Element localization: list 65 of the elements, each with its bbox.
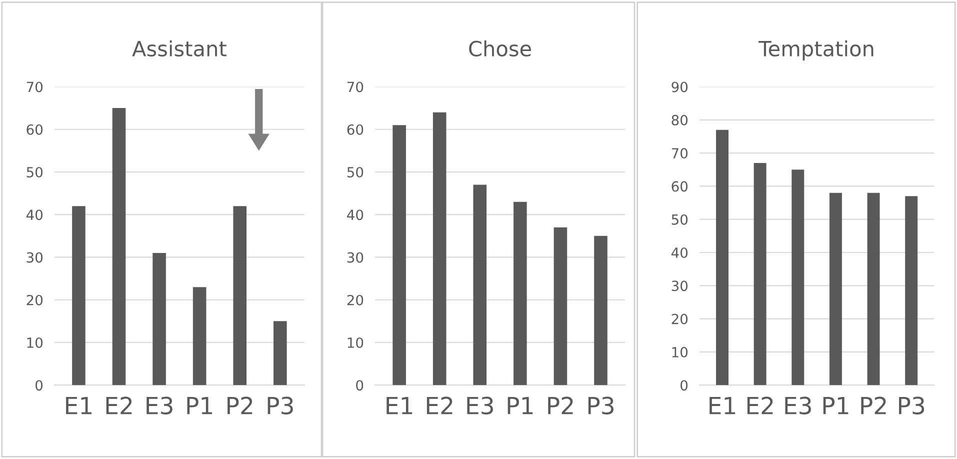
x-tick-label: P1 <box>187 396 212 414</box>
bar <box>594 236 608 386</box>
y-tick-label: 40 <box>26 210 43 220</box>
y-tick-label: 60 <box>347 124 364 135</box>
x-tick-label: E1 <box>710 396 736 414</box>
bar <box>716 130 728 386</box>
x-tick-label: P1 <box>508 396 533 414</box>
bar <box>867 192 880 386</box>
y-tick-label: 30 <box>26 252 43 263</box>
y-tick-label: 60 <box>26 124 43 135</box>
bar <box>905 196 918 386</box>
x-tick-label: E2 <box>426 396 452 414</box>
bar <box>829 192 842 386</box>
bar <box>514 202 527 386</box>
bar <box>754 162 766 386</box>
bar <box>473 184 487 386</box>
x-tick-label: P2 <box>861 396 886 414</box>
y-tick-label: 70 <box>672 148 688 159</box>
y-tick-label: 20 <box>26 294 43 306</box>
chart-title: Assistant <box>132 40 226 56</box>
chart-title: Chose <box>469 40 532 56</box>
y-tick-label: 70 <box>26 82 43 92</box>
y-tick-label: 90 <box>672 82 688 92</box>
y-tick-label: 40 <box>671 247 688 258</box>
y-tick-label: 0 <box>680 380 688 391</box>
y-tick-label: 30 <box>672 280 688 292</box>
bar <box>112 108 126 386</box>
y-tick-label: 0 <box>36 380 43 391</box>
x-tick-label: E2 <box>106 396 132 414</box>
y-tick-label: 80 <box>672 114 688 126</box>
x-tick-label: E3 <box>785 396 811 414</box>
bar <box>432 112 446 386</box>
y-tick-label: 10 <box>348 337 364 348</box>
y-tick-label: 10 <box>672 346 688 358</box>
y-tick-label: 0 <box>356 380 364 391</box>
x-tick-label: E1 <box>66 396 92 414</box>
y-tick-label: 50 <box>347 166 364 178</box>
bar <box>152 252 166 386</box>
bar <box>274 321 287 386</box>
bar <box>233 206 247 386</box>
x-tick-label: P1 <box>823 396 848 414</box>
y-tick-label: 70 <box>348 82 364 92</box>
x-tick-label: E1 <box>386 396 412 414</box>
chart-title: Temptation <box>758 40 874 61</box>
x-tick-label: P2 <box>548 396 573 414</box>
x-tick-label: E3 <box>146 396 172 414</box>
y-tick-label: 60 <box>672 181 688 192</box>
x-tick-label: E2 <box>747 396 773 414</box>
x-tick-label: P2 <box>228 396 252 414</box>
x-tick-label: P3 <box>899 396 924 414</box>
y-tick-label: 40 <box>347 210 364 220</box>
x-tick-label: P3 <box>268 396 293 414</box>
bar <box>72 206 86 386</box>
y-tick-label: 20 <box>347 294 364 306</box>
bar <box>792 170 804 386</box>
bar <box>192 287 206 386</box>
x-tick-label: E3 <box>467 396 493 414</box>
bar <box>554 227 568 386</box>
y-tick-label: 50 <box>26 166 43 178</box>
y-tick-label: 30 <box>347 252 364 263</box>
y-tick-label: 20 <box>672 314 688 324</box>
y-tick-label: 50 <box>672 214 688 225</box>
x-tick-label: P3 <box>588 396 614 414</box>
bar <box>392 125 406 386</box>
y-tick-label: 10 <box>27 337 43 348</box>
